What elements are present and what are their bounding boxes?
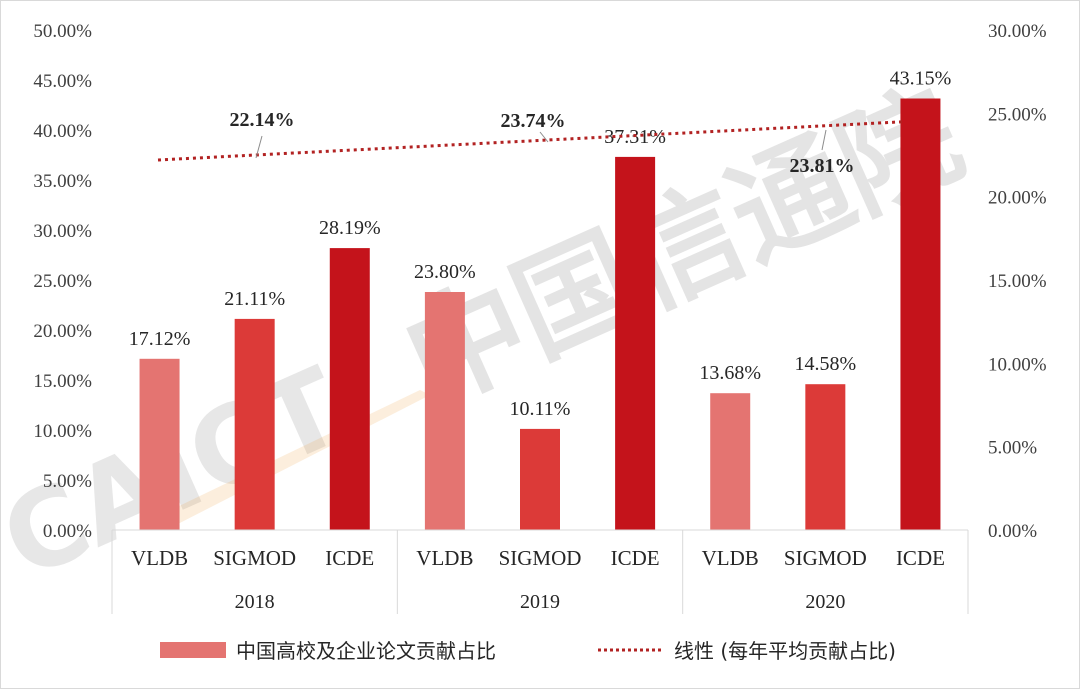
bar-value-label: 13.68%: [699, 362, 761, 384]
category-label: ICDE: [325, 546, 374, 570]
left-tick-label: 50.00%: [33, 21, 92, 42]
bar: [329, 248, 370, 530]
category-label: SIGMOD: [499, 546, 582, 570]
right-tick-label: 15.00%: [988, 271, 1047, 292]
legend-label-bars: 中国高校及企业论文贡献占比: [236, 639, 496, 663]
left-axis: 0.00% 5.00% 10.00% 15.00% 20.00% 25.00% 30.00%…: [33, 21, 92, 542]
category-label: SIGMOD: [213, 546, 296, 570]
bar-value-label: 21.11%: [224, 288, 285, 310]
bar-value-label: 10.11%: [510, 398, 571, 420]
trendline-layer: [157, 120, 906, 162]
average-leader-line: [255, 135, 263, 159]
left-tick-label: 45.00%: [33, 71, 92, 92]
category-label: VLDB: [416, 546, 473, 570]
left-tick-label: 40.00%: [33, 121, 92, 142]
left-tick-label: 30.00%: [33, 221, 92, 242]
right-tick-label: 30.00%: [988, 21, 1047, 42]
average-labels: 22.14% 23.74% 23.81%: [230, 109, 855, 177]
left-tick-label: 25.00%: [33, 271, 92, 292]
group-label: 2019: [520, 591, 560, 613]
category-label: SIGMOD: [784, 546, 867, 570]
bar-value-label: 14.58%: [794, 353, 856, 375]
right-tick-label: 20.00%: [988, 188, 1047, 209]
group-label: 2020: [805, 591, 845, 613]
bar-value-label: 28.19%: [319, 217, 381, 239]
legend-swatch-bars: [160, 642, 226, 658]
bar-value-label: 17.12%: [129, 328, 191, 350]
average-leader-line: [821, 129, 827, 151]
left-tick-label: 35.00%: [33, 171, 92, 192]
group-label: 2018: [235, 591, 275, 613]
legend: 中国高校及企业论文贡献占比 线性 (每年平均贡献占比): [160, 639, 896, 663]
bar: [805, 384, 846, 530]
bar: [424, 292, 465, 530]
category-label: ICDE: [611, 546, 660, 570]
average-label: 22.14%: [230, 109, 295, 131]
bars: [139, 98, 941, 530]
bar: [900, 98, 941, 530]
bar: [139, 358, 180, 530]
left-tick-label: 10.00%: [33, 421, 92, 442]
bar-value-label: 43.15%: [890, 68, 952, 90]
bar: [615, 156, 656, 530]
bar: [234, 318, 275, 530]
left-tick-label: 5.00%: [43, 471, 92, 492]
average-leader-line: [539, 131, 549, 143]
right-axis: 0.00% 5.00% 10.00% 15.00% 20.00% 25.00% 30.00%: [988, 21, 1047, 542]
bar: [710, 393, 751, 530]
left-tick-label: 20.00%: [33, 321, 92, 342]
bar-value-label: 23.80%: [414, 261, 476, 283]
category-label: VLDB: [702, 546, 759, 570]
category-label: VLDB: [131, 546, 188, 570]
average-label: 23.74%: [501, 110, 566, 132]
legend-label-trendline: 线性 (每年平均贡献占比): [674, 639, 896, 663]
right-tick-label: 10.00%: [988, 354, 1047, 375]
bar: [520, 428, 560, 530]
right-tick-label: 0.00%: [988, 521, 1037, 542]
right-tick-label: 5.00%: [988, 438, 1037, 459]
category-axis: VLDB SIGMOD ICDE 2018 VLDB SIGMOD ICDE 2019 VLDB…: [111, 529, 969, 614]
right-tick-label: 25.00%: [988, 104, 1047, 125]
left-tick-label: 15.00%: [33, 371, 92, 392]
left-tick-label: 0.00%: [43, 521, 92, 542]
trendline: [157, 120, 906, 162]
average-label: 23.81%: [790, 155, 855, 177]
category-label: ICDE: [896, 546, 945, 570]
